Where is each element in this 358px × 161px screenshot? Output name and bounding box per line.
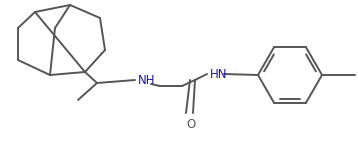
Text: HN: HN xyxy=(210,67,227,80)
Text: NH: NH xyxy=(138,74,155,86)
Text: O: O xyxy=(187,118,195,131)
